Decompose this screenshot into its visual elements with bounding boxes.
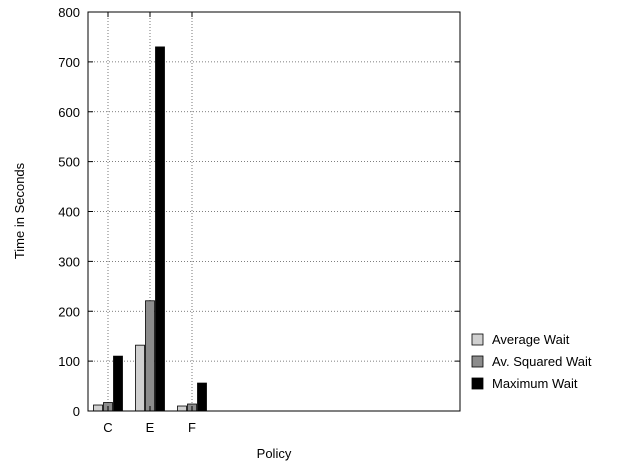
x-tick-label: E bbox=[146, 420, 155, 435]
bar-maximum-wait-c bbox=[113, 355, 123, 412]
y-tick-label: 300 bbox=[58, 254, 80, 269]
bar-average-wait-e bbox=[135, 344, 145, 412]
bar-maximum-wait-f bbox=[197, 382, 207, 412]
y-tick-label: 100 bbox=[58, 354, 80, 369]
y-tick-label: 200 bbox=[58, 304, 80, 319]
y-tick-label: 800 bbox=[58, 5, 80, 20]
x-axis-title: Policy bbox=[257, 446, 292, 461]
y-tick-label: 400 bbox=[58, 205, 80, 220]
ticks: 0 100 200 300 400 500 600 700 800 C E F bbox=[58, 5, 460, 435]
bar-maximum-wait-e bbox=[155, 46, 165, 412]
legend: Average Wait Av. Squared Wait Maximum Wait bbox=[471, 332, 592, 391]
grid bbox=[88, 12, 460, 411]
legend-swatch bbox=[471, 333, 484, 346]
bar-av-squared-wait-e bbox=[145, 300, 155, 412]
y-axis-title: Time in Seconds bbox=[12, 162, 27, 259]
x-tick-label: C bbox=[103, 420, 112, 435]
legend-swatch bbox=[471, 377, 484, 390]
bar-average-wait-c bbox=[93, 404, 103, 412]
y-tick-label: 500 bbox=[58, 155, 80, 170]
bar-average-wait-f bbox=[177, 405, 187, 412]
legend-swatch bbox=[471, 355, 484, 368]
legend-label: Maximum Wait bbox=[492, 376, 578, 391]
x-tick-label: F bbox=[188, 420, 196, 435]
y-tick-label: 600 bbox=[58, 105, 80, 120]
legend-label: Average Wait bbox=[492, 332, 570, 347]
y-tick-label: 0 bbox=[73, 404, 80, 419]
legend-label: Av. Squared Wait bbox=[492, 354, 592, 369]
y-tick-label: 700 bbox=[58, 55, 80, 70]
